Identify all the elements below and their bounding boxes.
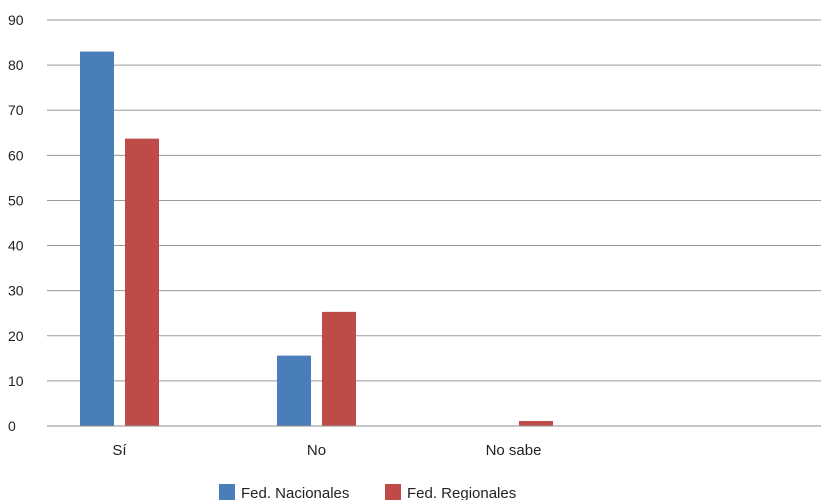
y-tick-label: 60 [8,147,24,163]
x-category-label: Sí [112,442,127,459]
y-tick-label: 30 [8,283,24,299]
gridlines [47,19,821,382]
bar-regionales-2 [519,421,553,426]
x-axis-category-labels: Sí No No sabe [112,442,541,459]
legend-swatch [385,484,401,500]
legend: Fed. Nacionales Fed. Regionales [219,484,516,500]
y-tick-label: 40 [8,238,24,254]
bar-regionales-1 [322,311,356,426]
x-category-label: No sabe [486,442,542,459]
legend-label: Fed. Regionales [407,485,516,500]
bar-nacionales-0 [80,51,114,426]
y-tick-label: 50 [8,192,24,208]
y-tick-label: 70 [8,102,24,118]
bars [80,51,553,427]
legend-label: Fed. Nacionales [241,485,349,500]
bar-nacionales-1 [277,355,311,426]
y-axis-tick-labels: 0 10 20 30 40 50 60 70 80 90 [8,12,24,434]
y-tick-label: 0 [8,418,16,434]
y-tick-label: 80 [8,57,24,73]
bar-regionales-0 [125,138,159,427]
y-tick-label: 20 [8,328,24,344]
legend-swatch [219,484,235,500]
x-category-label: No [307,442,326,459]
y-tick-label: 10 [8,373,24,389]
y-tick-label: 90 [8,12,24,28]
